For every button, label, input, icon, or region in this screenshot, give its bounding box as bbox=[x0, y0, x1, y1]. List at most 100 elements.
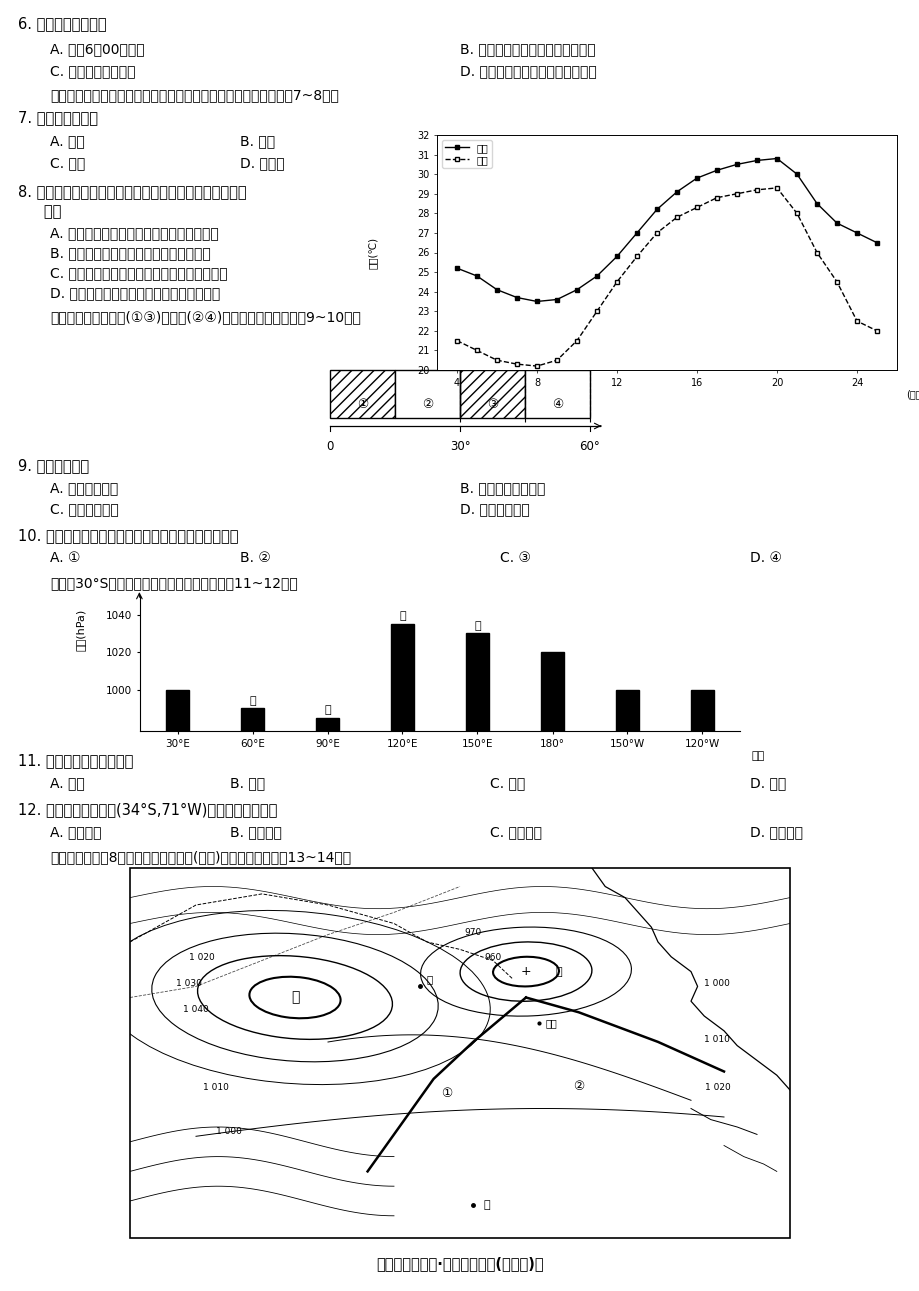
Text: A. 上海6：00前日出: A. 上海6：00前日出 bbox=[50, 43, 144, 56]
Text: 右图为北半球某城市市区和郊区夏季气温日变化示意图，读图完成7~8题。: 右图为北半球某城市市区和郊区夏季气温日变化示意图，读图完成7~8题。 bbox=[50, 88, 338, 102]
Text: D. 温和多雨: D. 温和多雨 bbox=[749, 825, 802, 839]
Text: B. 地球公转速度达到一年中最大值: B. 地球公转速度达到一年中最大值 bbox=[460, 43, 595, 56]
城区 bbox=[771, 151, 782, 167]
Text: 乙: 乙 bbox=[323, 705, 331, 715]
郊区 bbox=[870, 323, 881, 338]
郊区 bbox=[611, 274, 622, 289]
Bar bbox=[616, 689, 638, 731]
Text: A. 风和日丽: A. 风和日丽 bbox=[50, 825, 101, 839]
Text: C. ③: C. ③ bbox=[499, 551, 530, 565]
Text: C. 秋季: C. 秋季 bbox=[490, 776, 525, 790]
郊区 bbox=[451, 333, 462, 349]
Bar bbox=[130, 868, 789, 1238]
Text: D. 高空大气由郊区流向市区，降低市区温度: D. 高空大气由郊区流向市区，降低市区温度 bbox=[50, 287, 220, 300]
Bar bbox=[525, 371, 589, 418]
郊区 bbox=[491, 352, 502, 368]
Text: C. 英国: C. 英国 bbox=[50, 156, 85, 170]
郊区 bbox=[651, 225, 662, 240]
城区 bbox=[851, 225, 862, 240]
城区 bbox=[511, 289, 522, 305]
Text: 下图为30°S不同经度的气压示意图。读图完成11~12题。: 下图为30°S不同经度的气压示意图。读图完成11~12题。 bbox=[50, 576, 298, 590]
Text: +: + bbox=[520, 966, 531, 979]
Text: B. 进入秋高气爽天气: B. 进入秋高气爽天气 bbox=[460, 482, 545, 494]
Text: D. 正值多雨季节: D. 正值多雨季节 bbox=[460, 502, 529, 516]
城区 bbox=[630, 225, 641, 240]
城区 bbox=[691, 170, 702, 186]
城区 bbox=[710, 163, 721, 178]
Text: 丁: 丁 bbox=[473, 621, 481, 631]
Text: 丁: 丁 bbox=[482, 1199, 489, 1210]
Text: ②: ② bbox=[573, 1081, 584, 1093]
城区 bbox=[831, 216, 842, 231]
Text: 960: 960 bbox=[483, 954, 501, 963]
城区 bbox=[591, 269, 602, 284]
Text: 丙: 丙 bbox=[290, 990, 299, 1004]
Text: ②: ② bbox=[422, 398, 433, 411]
郊区 bbox=[630, 249, 641, 265]
Text: 丙: 丙 bbox=[399, 612, 405, 621]
Bar bbox=[166, 689, 188, 731]
郊区 bbox=[471, 342, 482, 358]
Text: 甲: 甲 bbox=[249, 696, 255, 706]
Text: B. 美国: B. 美国 bbox=[240, 134, 275, 148]
Text: 1 000: 1 000 bbox=[216, 1127, 242, 1136]
Text: 甲: 甲 bbox=[426, 975, 433, 985]
郊区 bbox=[811, 245, 822, 261]
Text: 象是: 象是 bbox=[30, 204, 62, 219]
Text: B. ②: B. ② bbox=[240, 551, 270, 565]
Text: 1 040: 1 040 bbox=[183, 1006, 209, 1015]
城区 bbox=[471, 269, 482, 284]
城区 bbox=[811, 196, 822, 212]
Bar bbox=[330, 371, 394, 418]
Text: 乙: 乙 bbox=[555, 967, 562, 976]
Text: 1 020: 1 020 bbox=[189, 954, 215, 963]
Text: 1 030: 1 030 bbox=[176, 980, 202, 989]
郊区 bbox=[550, 352, 562, 368]
郊区 bbox=[511, 356, 522, 372]
Bar bbox=[690, 689, 713, 731]
Bar bbox=[394, 371, 460, 418]
Text: ③: ③ bbox=[486, 398, 497, 411]
Text: 8. 近年来该市市区与郊区气温差异不断增大可能出现的现: 8. 近年来该市市区与郊区气温差异不断增大可能出现的现 bbox=[18, 185, 246, 199]
Text: D. 冬季: D. 冬季 bbox=[749, 776, 786, 790]
郊区 bbox=[751, 182, 762, 198]
郊区 bbox=[771, 181, 782, 196]
城区 bbox=[751, 152, 762, 168]
Bar bbox=[241, 709, 264, 731]
Text: ①: ① bbox=[441, 1087, 452, 1100]
郊区 bbox=[831, 274, 842, 289]
Text: D. 俄罗斯: D. 俄罗斯 bbox=[240, 156, 284, 170]
Text: 读我国部分区域8月份某日海平面气压(百帕)分布图。据此完成13~14题。: 读我国部分区域8月份某日海平面气压(百帕)分布图。据此完成13~14题。 bbox=[50, 849, 351, 864]
Text: D. ④: D. ④ bbox=[749, 551, 781, 565]
Text: B. 市区大气上升成云致雨，降水概率增加: B. 市区大气上升成云致雨，降水概率增加 bbox=[50, 247, 210, 259]
Text: A. ①: A. ① bbox=[50, 551, 81, 565]
城区 bbox=[611, 249, 622, 265]
郊区 bbox=[790, 205, 801, 221]
城区 bbox=[671, 185, 682, 200]
郊区 bbox=[691, 200, 702, 216]
城区 bbox=[651, 201, 662, 217]
Text: 北京: 北京 bbox=[545, 1019, 557, 1029]
城区 bbox=[550, 292, 562, 307]
Bar bbox=[391, 624, 414, 731]
Y-axis label: 气压(hPa): 气压(hPa) bbox=[76, 608, 85, 651]
Text: 0: 0 bbox=[326, 440, 334, 453]
Text: (北京时间): (北京时间) bbox=[905, 389, 919, 399]
Text: 9. 此时南亚地区: 9. 此时南亚地区 bbox=[18, 458, 89, 473]
Text: A. 盛行东北季风: A. 盛行东北季风 bbox=[50, 482, 119, 494]
城区 bbox=[451, 261, 462, 276]
郊区 bbox=[710, 190, 721, 205]
郊区 bbox=[731, 186, 742, 201]
Text: 11. 此时北半球最可能处于: 11. 此时北半球最可能处于 bbox=[18, 753, 133, 768]
Legend: 城区, 郊区: 城区, 郊区 bbox=[441, 139, 491, 168]
郊区 bbox=[591, 303, 602, 319]
Text: 读北半球部分气压带(①③)、风带(②④)分布示意图。据此完成9~10题。: 读北半球部分气压带(①③)、风带(②④)分布示意图。据此完成9~10题。 bbox=[50, 310, 360, 324]
郊区 bbox=[531, 359, 542, 374]
Text: ④: ④ bbox=[551, 398, 562, 411]
Text: C. 我国各地日出东南: C. 我国各地日出东南 bbox=[50, 65, 135, 77]
Y-axis label: 温度(℃): 温度(℃) bbox=[367, 236, 377, 269]
郊区 bbox=[671, 209, 682, 225]
城区 bbox=[531, 294, 542, 310]
Text: 6. 当该地日影最短时: 6. 当该地日影最短时 bbox=[18, 15, 107, 31]
城区 bbox=[870, 235, 881, 250]
